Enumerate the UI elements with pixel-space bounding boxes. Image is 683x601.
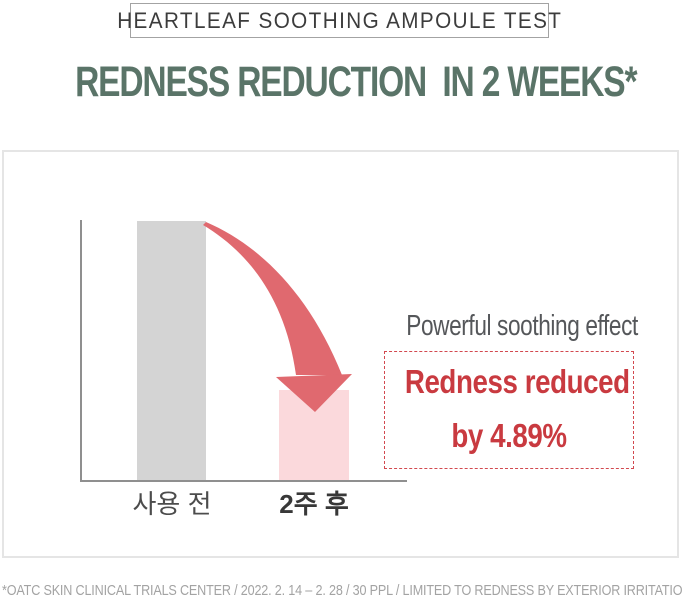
x-axis bbox=[80, 480, 407, 482]
result-line-1: Redness reduced bbox=[404, 363, 630, 400]
x-label-after: 2주 후 bbox=[279, 489, 349, 519]
soothing-effect-text: Powerful soothing effect bbox=[406, 310, 638, 342]
bar-before-use bbox=[137, 221, 206, 480]
x-label-before: 사용 전 bbox=[132, 489, 212, 519]
clinical-trial-footnote: *OATC SKIN CLINICAL TRIALS CENTER / 2022… bbox=[2, 582, 683, 599]
decrease-arrow-icon bbox=[203, 222, 352, 412]
content-frame bbox=[2, 150, 679, 558]
result-line-2: by 4.89% bbox=[451, 417, 567, 454]
result-highlight-box: Redness reduced by 4.89% bbox=[384, 351, 634, 469]
page-title: REDNESS REDUCTION IN 2 WEEKS* bbox=[75, 58, 637, 106]
test-label: HEARTLEAF SOOTHING AMPOULE TEST bbox=[116, 7, 563, 33]
y-axis bbox=[80, 220, 82, 482]
test-label-box: HEARTLEAF SOOTHING AMPOULE TEST bbox=[117, 3, 561, 38]
